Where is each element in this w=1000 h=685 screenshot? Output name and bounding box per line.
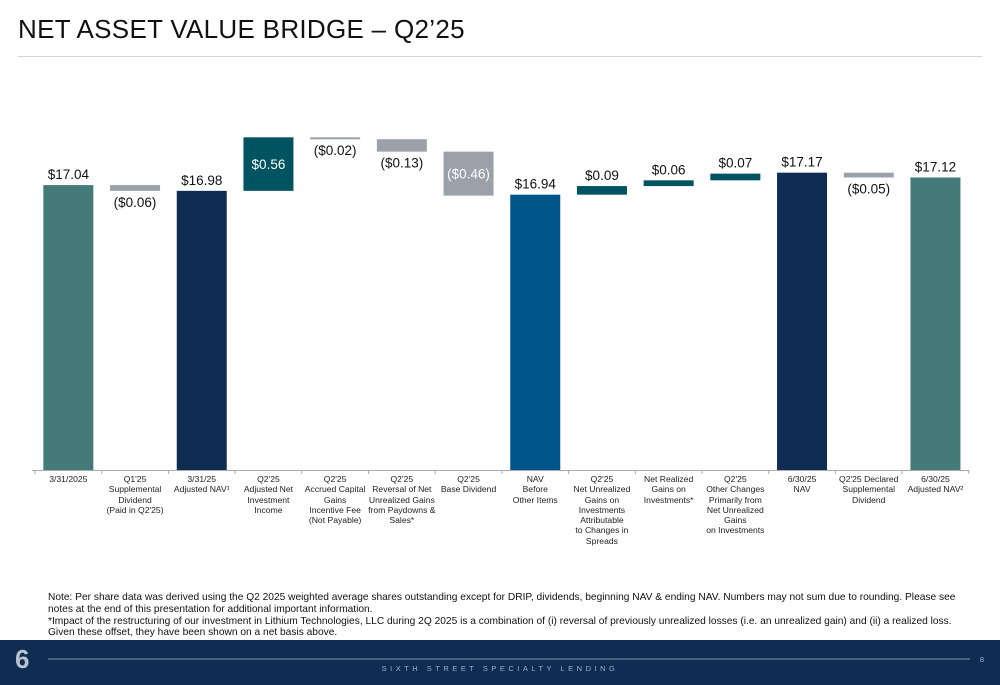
- category-label: Q2'25 Declared Supplemental Dividend: [839, 474, 899, 505]
- company-logo: 6: [15, 644, 30, 674]
- nav-bridge-chart: $17.04 ($0.06) $16.98 $0.56 ($0.02) ($0.13) ($…: [32, 137, 970, 474]
- page-number: 8: [979, 655, 984, 664]
- category-label: Q2'25 Base Dividend: [440, 474, 497, 495]
- category-label: Net Realized Gains on Investments*: [643, 474, 694, 505]
- company-name: SIXTH STREET SPECIALTY LENDING: [381, 664, 619, 673]
- category-label: Q2'25 Net Unrealized Gains on Investment…: [573, 474, 631, 546]
- footnote-text: *Impact of the restructuring of our inve…: [48, 615, 952, 639]
- category-label: Q2'25 Accrued Capital Gains Incentive Fe…: [304, 474, 366, 526]
- bar-5: [376, 139, 427, 152]
- bar-2: [176, 190, 227, 470]
- data-label: ($0.46): [447, 167, 490, 182]
- bar-10: [710, 173, 761, 181]
- category-label: 3/31/2025: [49, 474, 88, 484]
- data-label: $16.94: [515, 177, 557, 192]
- data-label: $0.06: [652, 162, 686, 177]
- bar-8: [576, 186, 627, 195]
- footer: 6 SIXTH STREET SPECIALTY LENDING 8: [0, 640, 1000, 685]
- note-text: Note: Per share data was derived using t…: [48, 592, 956, 615]
- bar-7: [510, 194, 561, 470]
- data-label: ($0.13): [380, 156, 423, 171]
- category-label: Q2'25 Reversal of Net Unrealized Gains f…: [368, 474, 436, 526]
- bar-9: [643, 180, 694, 187]
- category-label: Q2'25 Other Changes Primarily from Net U…: [706, 474, 765, 536]
- category-label: 3/31/25 Adjusted NAV¹: [173, 474, 230, 495]
- bar-6: [443, 151, 494, 196]
- bar-11: [777, 172, 828, 470]
- category-label: 6/30/25 NAV: [787, 474, 817, 495]
- category-label: Q1'25 Supplemental Dividend (Paid in Q2'…: [106, 474, 164, 515]
- data-label: $0.07: [718, 156, 752, 171]
- category-label: 6/30/25 Adjusted NAV²: [907, 474, 964, 495]
- data-label: $16.98: [181, 173, 222, 188]
- data-label: $0.09: [585, 168, 619, 183]
- data-label: $17.17: [781, 155, 822, 170]
- page-title: NET ASSET VALUE BRIDGE – Q2’25: [18, 14, 465, 44]
- bar-12: [843, 172, 894, 178]
- bar-1: [110, 185, 161, 191]
- bar-3: [243, 137, 294, 191]
- data-label: $17.04: [48, 167, 90, 182]
- data-label: ($0.02): [314, 143, 357, 158]
- data-label: ($0.05): [847, 181, 890, 196]
- data-label: $0.56: [252, 157, 286, 172]
- title-divider: [18, 56, 982, 57]
- bar-4: [310, 137, 361, 140]
- data-label: ($0.06): [114, 195, 157, 210]
- category-label: NAV Before Other Items: [512, 474, 558, 505]
- notes: Note: Per share data was derived using t…: [48, 592, 958, 639]
- footer-divider: [48, 658, 970, 660]
- bar-13: [910, 177, 961, 471]
- data-label: $17.12: [915, 159, 956, 174]
- category-label: Q2'25 Adjusted Net Investment Income: [243, 474, 294, 515]
- bar-0: [43, 185, 94, 470]
